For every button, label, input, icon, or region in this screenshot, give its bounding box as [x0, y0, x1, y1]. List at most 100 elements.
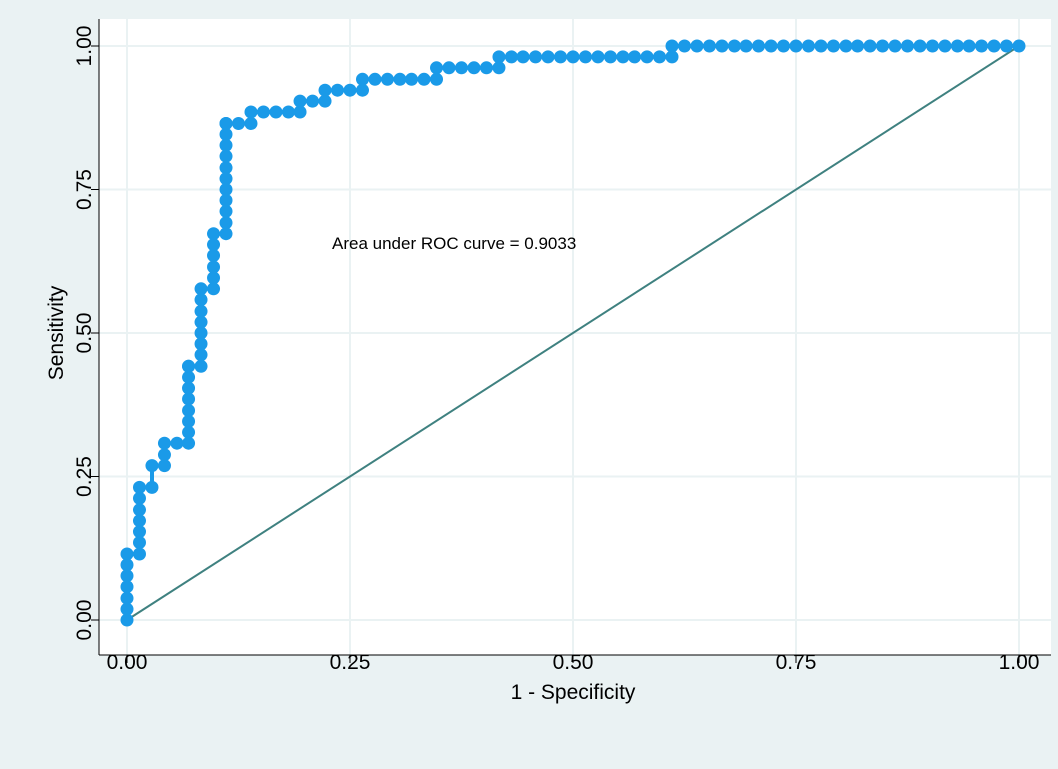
roc-point: [777, 40, 790, 53]
roc-point: [220, 161, 233, 174]
roc-point: [604, 50, 617, 63]
roc-point: [133, 503, 146, 516]
y-axis-label: Sensitivity: [45, 285, 68, 380]
roc-point: [182, 360, 195, 373]
roc-point: [368, 73, 381, 86]
roc-point: [232, 117, 245, 130]
roc-point: [666, 40, 679, 53]
roc-point: [505, 50, 518, 63]
roc-point: [492, 50, 505, 63]
roc-point: [690, 40, 703, 53]
x-tick-label: 0.75: [776, 651, 817, 674]
roc-point: [641, 50, 654, 63]
roc-point: [591, 50, 604, 63]
roc-point: [158, 448, 171, 461]
roc-point: [145, 459, 158, 472]
roc-point: [207, 260, 220, 273]
y-tick-label: 0.00: [73, 600, 96, 641]
roc-point: [331, 84, 344, 97]
roc-point: [480, 61, 493, 74]
roc-point: [418, 73, 431, 86]
roc-point: [653, 50, 666, 63]
roc-point: [901, 40, 914, 53]
roc-point: [220, 117, 233, 130]
roc-area-annotation: Area under ROC curve = 0.9033: [332, 234, 576, 253]
roc-point: [282, 106, 295, 119]
roc-point: [145, 481, 158, 494]
roc-point: [220, 216, 233, 229]
plot-area: [99, 19, 1051, 655]
roc-point: [628, 50, 641, 63]
roc-point: [678, 40, 691, 53]
roc-point: [294, 95, 307, 108]
roc-point: [195, 282, 208, 295]
roc-point: [269, 106, 282, 119]
roc-point: [443, 61, 456, 74]
y-tick-label: 0.25: [73, 456, 96, 497]
y-tick-label: 0.75: [73, 169, 96, 210]
roc-point: [851, 40, 864, 53]
roc-point: [728, 40, 741, 53]
roc-point: [195, 360, 208, 373]
roc-point: [455, 61, 468, 74]
roc-point: [1013, 40, 1026, 53]
roc-point: [790, 40, 803, 53]
roc-point: [579, 50, 592, 63]
roc-point: [864, 40, 877, 53]
roc-point: [158, 437, 171, 450]
roc-point: [752, 40, 765, 53]
roc-point: [517, 50, 530, 63]
roc-point: [405, 73, 418, 86]
roc-point: [963, 40, 976, 53]
roc-point: [567, 50, 580, 63]
roc-point: [988, 40, 1001, 53]
roc-point: [616, 50, 629, 63]
roc-point: [207, 227, 220, 240]
roc-point: [430, 61, 443, 74]
roc-point: [913, 40, 926, 53]
roc-point: [381, 73, 394, 86]
roc-point: [542, 50, 555, 63]
roc-point: [715, 40, 728, 53]
roc-point: [257, 106, 270, 119]
roc-point: [121, 547, 134, 560]
roc-point: [133, 481, 146, 494]
roc-point: [430, 73, 443, 86]
roc-point: [319, 84, 332, 97]
roc-point: [975, 40, 988, 53]
roc-point: [740, 40, 753, 53]
roc-point: [765, 40, 778, 53]
roc-point: [306, 95, 319, 108]
roc-point: [827, 40, 840, 53]
roc-point: [244, 106, 257, 119]
roc-point: [344, 84, 357, 97]
roc-point: [938, 40, 951, 53]
roc-point: [1000, 40, 1013, 53]
roc-point: [703, 40, 716, 53]
roc-point: [951, 40, 964, 53]
roc-point: [133, 547, 146, 560]
roc-point: [467, 61, 480, 74]
roc-point: [529, 50, 542, 63]
roc-point: [121, 592, 134, 605]
x-tick-label: 0.00: [107, 651, 148, 674]
roc-point: [876, 40, 889, 53]
y-tick-label: 1.00: [73, 26, 96, 67]
roc-point: [889, 40, 902, 53]
roc-point: [802, 40, 815, 53]
roc-point: [195, 305, 208, 318]
x-tick-label: 0.50: [553, 651, 594, 674]
roc-point: [170, 437, 183, 450]
roc-point: [393, 73, 406, 86]
roc-point: [356, 73, 369, 86]
y-tick-label: 0.50: [73, 313, 96, 354]
roc-point: [182, 404, 195, 417]
roc-point: [814, 40, 827, 53]
roc-point: [926, 40, 939, 53]
roc-point: [554, 50, 567, 63]
x-tick-label: 1.00: [999, 651, 1040, 674]
x-axis-label: 1 - Specificity: [511, 681, 636, 704]
roc-point: [839, 40, 852, 53]
